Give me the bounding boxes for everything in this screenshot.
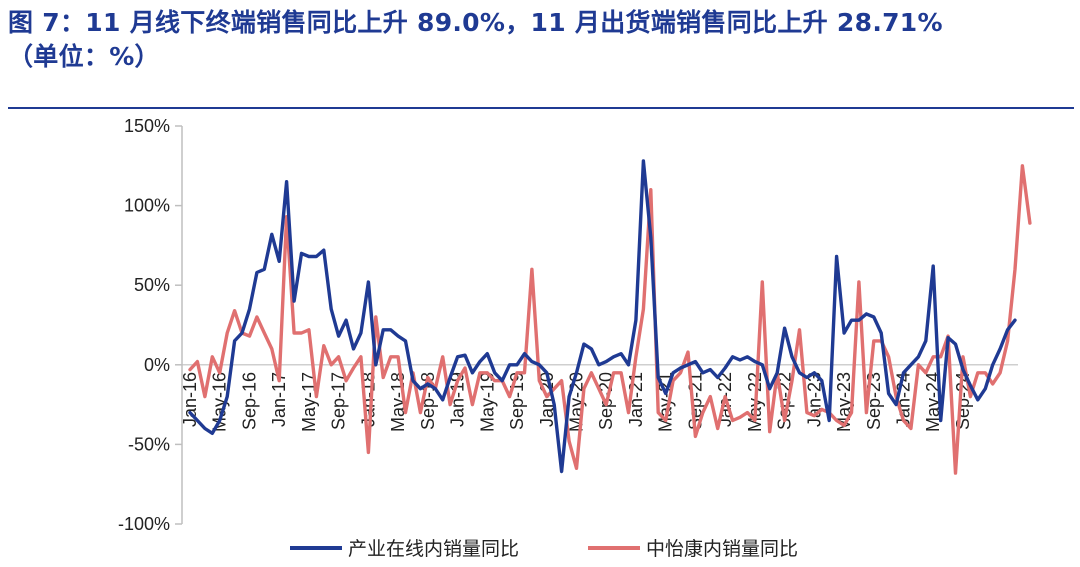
series-lines [188,159,1032,475]
chart-title: 图 7：11 月线下终端销售同比上升 89.0%，11 月出货端销售同比上升 2… [8,8,943,37]
y-tick-label: 150% [124,116,170,136]
x-tick-label: May-16 [210,372,230,432]
x-tick-label: May-19 [477,372,497,432]
title-divider [8,107,1074,109]
x-tick-label: Sep-17 [329,372,349,430]
legend-label: 产业在线内销量同比 [348,538,519,560]
chart-unit-note: （单位：%） [8,42,160,71]
y-tick-label: 100% [124,196,170,216]
chart-axes [175,125,1018,525]
x-tick-label: Sep-19 [507,372,527,430]
y-tick-label: -100% [118,514,170,534]
chart-title-block: 图 7：11 月线下终端销售同比上升 89.0%，11 月出货端销售同比上升 2… [8,6,1074,74]
y-tick-label: -50% [128,434,170,454]
chart-legend: 产业在线内销量同比 中怡康内销量同比 [290,538,798,560]
y-tick-label: 0% [144,355,170,375]
x-tick-label: Jan-24 [894,372,914,427]
series-line-zhongyikang [188,164,1032,475]
x-tick-label: Jan-16 [180,372,200,427]
legend-label: 中怡康内销量同比 [646,538,798,560]
y-tick-label: 50% [134,275,170,295]
x-tick-label: Jan-19 [448,372,468,427]
series-line-chanye-online [188,159,1017,474]
x-tick-label: Sep-16 [239,372,259,430]
x-tick-label: Jan-17 [269,372,289,427]
y-axis-labels: 150% 100% 50% 0% -50% -100% [118,116,170,534]
